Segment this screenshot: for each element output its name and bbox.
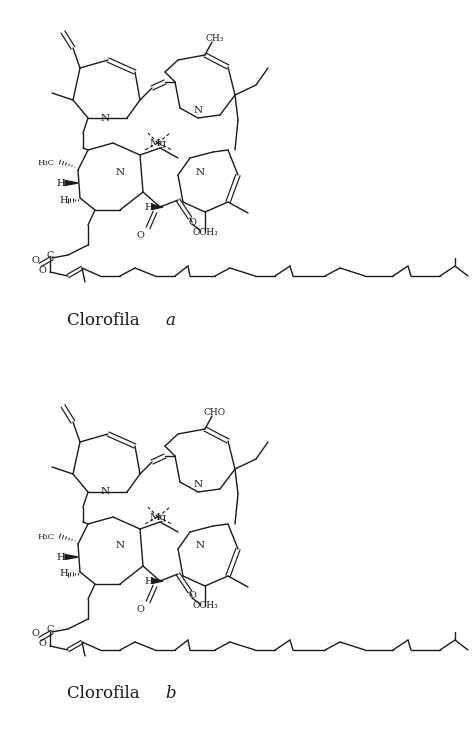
Text: H: H xyxy=(56,179,65,188)
Text: N: N xyxy=(100,114,109,123)
Text: N: N xyxy=(195,168,205,177)
Text: H: H xyxy=(145,577,153,586)
Polygon shape xyxy=(65,180,78,186)
Text: N: N xyxy=(195,542,205,551)
Text: Clorofila: Clorofila xyxy=(67,685,145,702)
Text: H: H xyxy=(145,203,153,212)
Text: H₃C: H₃C xyxy=(38,159,55,167)
Text: a: a xyxy=(165,311,175,328)
Text: O: O xyxy=(31,256,39,265)
Text: N: N xyxy=(193,105,202,114)
Text: N: N xyxy=(116,168,125,177)
Text: H₃C: H₃C xyxy=(38,533,55,541)
Text: CH₃: CH₃ xyxy=(206,34,224,43)
Text: H: H xyxy=(59,569,68,578)
Text: Mg: Mg xyxy=(149,512,167,521)
Text: O: O xyxy=(136,604,144,613)
Text: C: C xyxy=(46,251,54,260)
Text: O: O xyxy=(136,230,144,239)
Text: b: b xyxy=(165,685,176,702)
Text: N: N xyxy=(116,542,125,551)
Text: O: O xyxy=(188,218,196,227)
Text: N: N xyxy=(100,488,109,497)
Text: OCH₃: OCH₃ xyxy=(192,601,218,610)
Text: Mg: Mg xyxy=(149,138,167,147)
Polygon shape xyxy=(152,204,163,209)
Text: H: H xyxy=(56,553,65,562)
Text: CHO: CHO xyxy=(204,408,226,417)
Polygon shape xyxy=(152,578,163,583)
Text: N: N xyxy=(193,479,202,488)
Text: C: C xyxy=(46,625,54,634)
Text: Clorofila: Clorofila xyxy=(67,311,145,328)
Polygon shape xyxy=(65,554,78,560)
Text: H: H xyxy=(59,195,68,204)
Text: O: O xyxy=(31,630,39,639)
Text: O: O xyxy=(38,266,46,275)
Text: OCH₃: OCH₃ xyxy=(192,227,218,236)
Text: O: O xyxy=(188,592,196,601)
Text: O: O xyxy=(38,640,46,649)
